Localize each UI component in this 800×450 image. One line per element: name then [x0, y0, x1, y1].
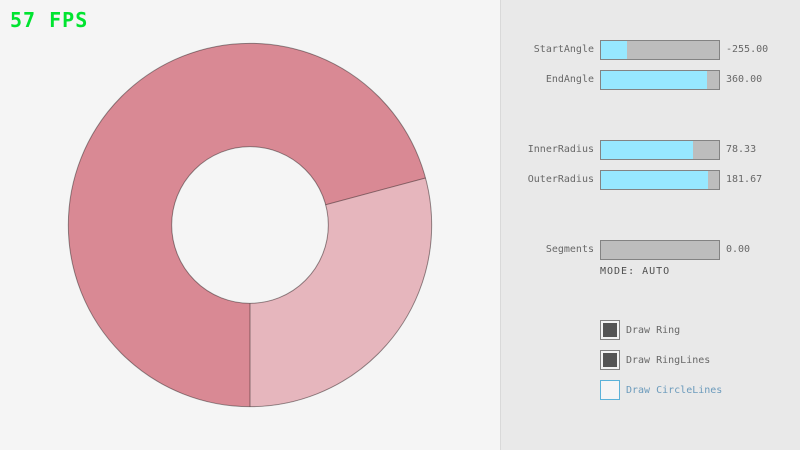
- endangle-value: 360.00: [726, 74, 763, 85]
- draw-ring-label: Draw Ring: [626, 324, 681, 336]
- segments-sliderbar[interactable]: [600, 240, 720, 260]
- slider-row-startangle: StartAngle -255.00: [501, 40, 800, 60]
- slider-row-innerradius: InnerRadius 78.33: [501, 140, 800, 160]
- slider-fill: [601, 41, 627, 59]
- draw-ring-checkbox[interactable]: [600, 320, 620, 340]
- slider-fill: [601, 71, 708, 89]
- slider-fill: [601, 171, 709, 189]
- ring-outline-outer: [67, 42, 433, 408]
- outerradius-label: OuterRadius: [527, 174, 594, 185]
- startangle-label: StartAngle: [533, 44, 594, 55]
- draw-ringlines-checkbox[interactable]: [600, 350, 620, 370]
- checkbox-row-draw-circlelines: Draw CircleLines: [600, 380, 722, 400]
- check-mark: [603, 323, 617, 337]
- outerradius-value: 181.67: [726, 174, 763, 185]
- ring-single-sector: [250, 177, 432, 407]
- startangle-sliderbar[interactable]: [600, 40, 720, 60]
- checkbox-row-draw-ring: Draw Ring: [600, 320, 680, 340]
- draw-circlelines-checkbox[interactable]: [600, 380, 620, 400]
- innerradius-label: InnerRadius: [527, 144, 594, 155]
- checkbox-row-draw-ringlines: Draw RingLines: [600, 350, 710, 370]
- ring-line-a: [325, 177, 426, 206]
- slider-row-outerradius: OuterRadius 181.67: [501, 170, 800, 190]
- ring-canvas: [67, 42, 433, 408]
- segments-label: Segments: [545, 244, 594, 255]
- endangle-label: EndAngle: [545, 74, 594, 85]
- outerradius-sliderbar[interactable]: [600, 170, 720, 190]
- draw-circlelines-label: Draw CircleLines: [626, 384, 723, 396]
- slider-row-segments: Segments 0.00: [501, 240, 800, 260]
- check-mark: [603, 353, 617, 367]
- innerradius-sliderbar[interactable]: [600, 140, 720, 160]
- draw-ringlines-label: Draw RingLines: [626, 354, 711, 366]
- segments-value: 0.00: [726, 244, 751, 255]
- slider-fill: [601, 141, 694, 159]
- ring-outline-inner: [171, 146, 329, 304]
- endangle-sliderbar[interactable]: [600, 70, 720, 90]
- mode-indicator: MODE: AUTO: [600, 266, 671, 277]
- innerradius-value: 78.33: [726, 144, 757, 155]
- slider-row-endangle: EndAngle 360.00: [501, 70, 800, 90]
- controls-panel: StartAngle -255.00 EndAngle 360.00 Inner…: [500, 0, 800, 450]
- fps-counter: 57 FPS: [10, 8, 89, 32]
- startangle-value: -255.00: [726, 44, 769, 55]
